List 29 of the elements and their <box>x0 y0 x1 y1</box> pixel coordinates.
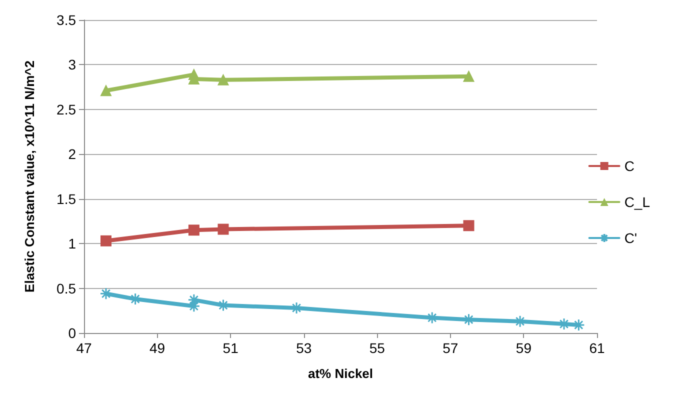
legend-label: C <box>624 158 634 174</box>
point <box>463 70 474 82</box>
y-axis-title: Elastic Constant value, x10^11 N/m^2 <box>22 60 37 292</box>
point <box>462 313 475 326</box>
point <box>218 74 229 86</box>
y-tick-label: 0 <box>68 325 76 341</box>
y-tick-label: 3.5 <box>56 12 76 28</box>
x-tick-label: 51 <box>222 340 239 356</box>
legend-label: C' <box>624 230 638 246</box>
x-tick-label: 55 <box>369 340 386 356</box>
x-tick-label: 61 <box>589 340 605 356</box>
point <box>100 85 112 96</box>
y-tick-label: 2.5 <box>56 101 76 118</box>
y-tick-label: 1 <box>68 236 76 252</box>
y-tick-label: 3 <box>68 56 76 73</box>
point <box>463 220 474 232</box>
legend-label: C_L <box>624 194 650 210</box>
point <box>188 224 200 236</box>
y-tick-label: 1.5 <box>56 190 76 207</box>
x-tick-label: 59 <box>516 340 532 356</box>
x-tick-label: 49 <box>149 340 166 356</box>
point <box>218 224 229 235</box>
x-tick-label: 53 <box>296 340 312 356</box>
x-axis-title: at% Nickel <box>308 366 374 381</box>
x-tick-label: 57 <box>442 340 458 356</box>
y-tick-label: 2 <box>68 146 76 162</box>
y-tick-label: 0.5 <box>56 280 76 296</box>
point <box>100 235 112 246</box>
x-tick-label: 47 <box>76 340 92 356</box>
